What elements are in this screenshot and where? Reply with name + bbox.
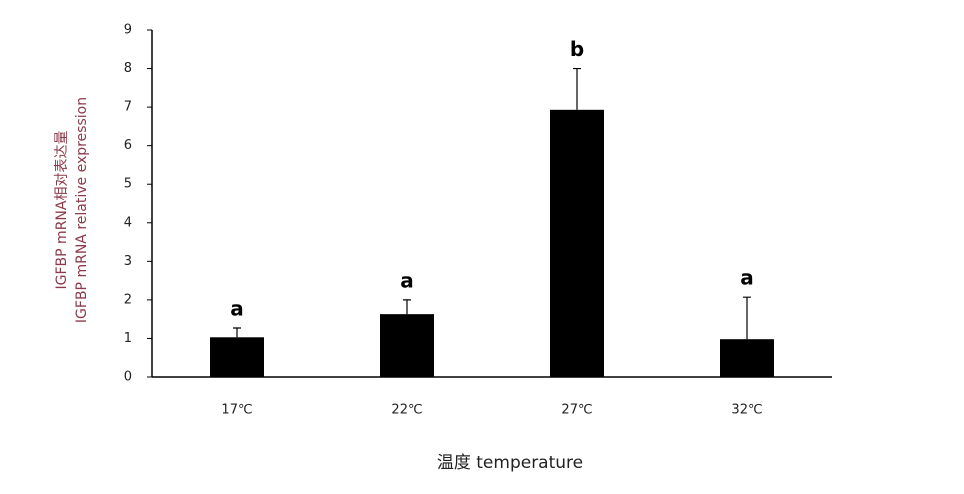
y-tick-label: 7 [124,100,132,115]
y-tick-label: 3 [124,254,132,269]
y-axis-title: IGFBP mRNA相对表达量 [54,131,70,290]
x-tick-label: 17℃ [221,403,252,418]
y-tick-label: 1 [124,331,132,346]
bar [380,314,434,377]
y-tick-label: 0 [124,370,132,385]
bar [210,337,264,377]
x-axis-title: 温度 temperature [437,453,583,473]
error-bar [573,67,581,110]
y-tick-label: 4 [124,215,132,230]
error-bar [743,296,751,340]
x-tick-label: 32℃ [731,403,762,418]
y-tick-label: 5 [124,177,132,192]
annotation: b [570,37,584,61]
y-axis-title: IGFBP mRNA relative expression [74,97,90,323]
y-tick-label: 2 [124,292,132,307]
bar [720,339,774,377]
y-tick-label: 8 [124,61,132,76]
y-tick-label: 6 [124,138,132,153]
annotation: a [740,266,754,290]
bar [550,109,604,377]
error-bar [233,327,241,338]
x-tick-label: 27℃ [561,403,592,418]
annotation: a [230,297,244,321]
x-tick-label: 22℃ [391,403,422,418]
y-tick-label: 9 [124,23,132,38]
error-bar [403,299,411,315]
annotation: a [400,268,414,292]
